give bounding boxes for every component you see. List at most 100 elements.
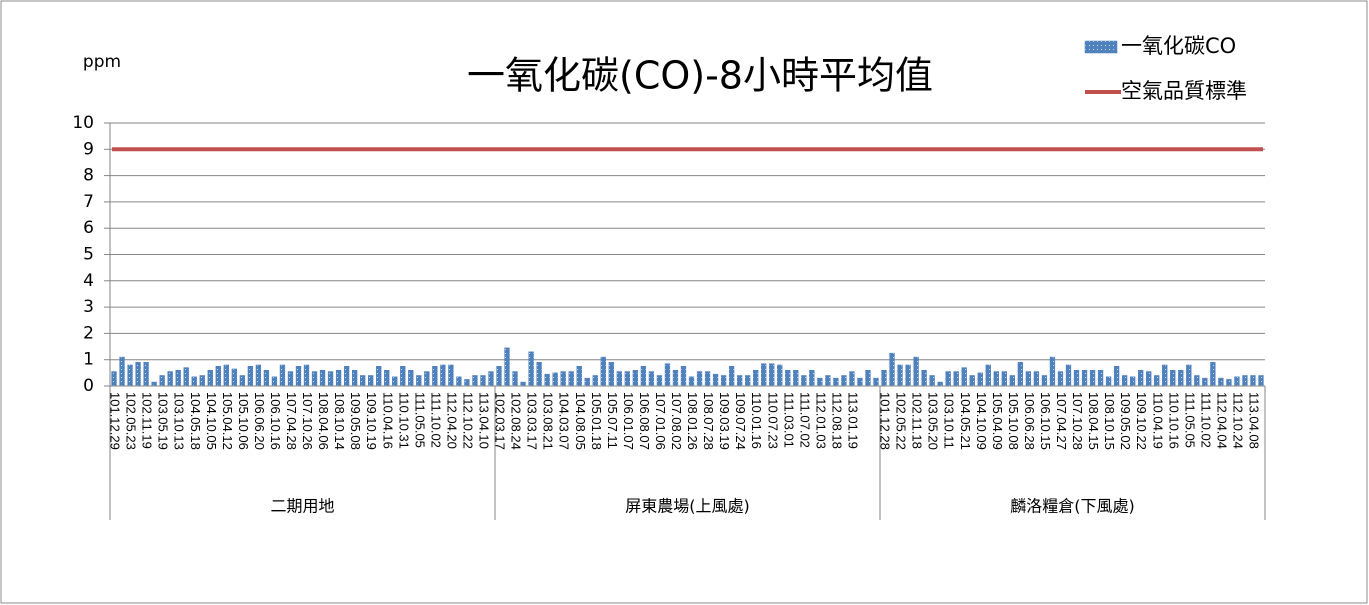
x-tick-label: 104.05.18: [188, 392, 203, 450]
legend-swatch: [1084, 40, 1118, 54]
bar: [335, 369, 342, 387]
bar: [1025, 371, 1032, 387]
x-tick-label: 103.05.20: [926, 392, 941, 450]
group-label: 屏東農場(上風處): [625, 497, 750, 516]
bar: [544, 373, 550, 387]
x-tick-label: 101.12.29: [108, 392, 123, 450]
bar: [1186, 364, 1192, 387]
bar: [1170, 369, 1176, 387]
bar: [1057, 371, 1064, 387]
bar: [1081, 369, 1088, 387]
bar: [360, 375, 366, 387]
bar: [231, 368, 237, 387]
bar: [255, 364, 262, 387]
y-tick-label: 1: [83, 350, 94, 370]
x-tick-label: 104.05.21: [958, 392, 973, 450]
bar: [311, 371, 318, 387]
bar: [384, 369, 390, 387]
bar: [873, 377, 879, 387]
x-tick-label: 109.10.19: [364, 392, 379, 450]
x-tick-label: 103.08.21: [541, 392, 556, 450]
x-tick-label: 102.03.17: [493, 392, 508, 450]
x-tick-label: 107.10.26: [300, 392, 315, 450]
bar: [1065, 364, 1072, 387]
x-tick-label: 107.04.27: [1054, 392, 1069, 450]
bar: [1178, 369, 1184, 387]
bar: [849, 371, 855, 387]
bar: [199, 375, 205, 387]
bar: [392, 376, 398, 387]
chart-title: 一氧化碳(CO)-8小時平均值: [467, 54, 933, 98]
bar: [1041, 375, 1048, 387]
x-tick-label: 104.10.05: [204, 392, 219, 450]
bar: [263, 369, 270, 387]
bar: [303, 364, 310, 387]
bar: [921, 369, 927, 387]
bar: [696, 371, 703, 387]
y-tick-label: 4: [83, 271, 94, 291]
bar: [817, 377, 823, 387]
bar: [945, 371, 951, 387]
bar: [1113, 366, 1120, 387]
bar: [1073, 369, 1080, 387]
bar: [135, 362, 141, 387]
bar: [608, 362, 614, 387]
bar: [857, 377, 863, 387]
x-tick-label: 113.04.10: [477, 392, 492, 449]
bar: [704, 371, 711, 387]
bar: [688, 376, 695, 387]
y-axis-unit: ppm: [83, 52, 121, 72]
y-tick-label: 9: [83, 139, 94, 159]
bar: [769, 363, 775, 387]
bar: [1009, 375, 1015, 387]
bar: [929, 375, 935, 387]
x-tick-label: 103.10.13: [172, 392, 187, 450]
y-tick-label: 10: [72, 113, 94, 133]
bar: [793, 369, 799, 387]
bar: [1242, 375, 1248, 387]
y-tick-label: 2: [83, 323, 94, 343]
x-tick-label: 103.05.19: [156, 392, 171, 450]
x-tick-label: 109.05.08: [348, 392, 363, 450]
bar: [961, 367, 967, 387]
x-tick-label: 104.10.09: [974, 392, 989, 450]
bar: [480, 375, 486, 387]
bar: [576, 366, 582, 387]
bar: [416, 375, 422, 387]
bar: [761, 363, 767, 387]
bar: [745, 375, 751, 387]
bar: [488, 371, 494, 387]
y-tick-label: 7: [83, 192, 94, 212]
bar: [552, 372, 558, 387]
bar: [536, 362, 542, 387]
bar: [1121, 375, 1128, 387]
bar: [287, 371, 294, 387]
bar: [1162, 364, 1168, 387]
bar: [400, 366, 406, 387]
bar: [1097, 369, 1104, 387]
bar: [239, 375, 245, 387]
bar: [1033, 371, 1040, 387]
bar: [616, 371, 622, 387]
bar: [111, 371, 117, 387]
bar: [472, 375, 478, 387]
x-tick-label: 112.10.22: [460, 392, 475, 449]
x-tick-label: 105.01.18: [589, 392, 604, 450]
bar: [1049, 356, 1056, 387]
x-tick-label: 105.10.08: [1006, 392, 1021, 450]
bar: [897, 364, 903, 387]
bar: [528, 351, 534, 387]
x-tick-label: 113.04.08: [1247, 392, 1262, 449]
bar: [247, 366, 254, 387]
bar: [504, 347, 510, 387]
bar: [368, 375, 374, 387]
bar: [825, 375, 831, 387]
bar: [1258, 375, 1264, 387]
x-tick-label: 103.10.11: [942, 392, 957, 449]
bar: [648, 371, 655, 387]
y-tick-label: 5: [83, 245, 94, 265]
x-tick-label: 103.03.17: [525, 392, 540, 450]
x-tick-label: 107.04.28: [284, 392, 299, 450]
bar: [656, 375, 663, 387]
